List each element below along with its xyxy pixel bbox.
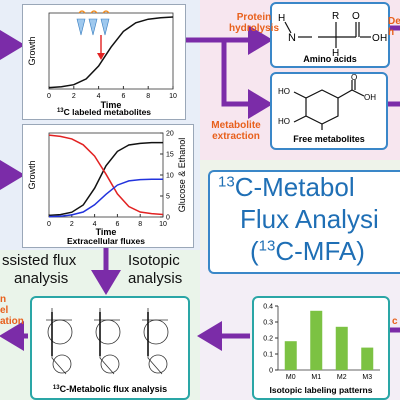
x-axis-label: Time — [96, 227, 117, 237]
labeled-growth-chart: 0 2 4 6 8 10 Time Growth 13C labeled metabolites — [27, 10, 177, 117]
glucose-series-line — [48, 134, 164, 216]
title-line-1: 13C-Metabol — [218, 172, 355, 202]
atom-h-top: H — [278, 13, 285, 24]
atom-o-top: O — [351, 74, 357, 82]
category-label: M3 — [362, 374, 372, 381]
protein-hydrolysis-label: Protein hydrolysis — [228, 12, 280, 34]
x-axis-label: Time — [101, 100, 122, 110]
y2-tick-label: 5 — [166, 194, 170, 201]
free-metabolites-box: HO OH HO O Free metabolites — [270, 72, 388, 150]
label-drop-icon — [102, 10, 110, 14]
labeling-box: 0 0.1 0.2 0.3 0.4 M0 M1 M2 M3 Isotopic labeling p… — [252, 296, 390, 400]
label-drop-icon — [90, 10, 98, 14]
y-tick-label: 0.2 — [263, 336, 273, 343]
x-tick-label: 10 — [159, 221, 167, 228]
y-tick-label: 0 — [269, 368, 273, 375]
title-line-3: (13C-MFA) — [250, 236, 365, 266]
right-edge-label-top: De h — [388, 16, 400, 38]
free-metabolites-title: Free metabolites — [293, 134, 365, 144]
x-tick-label: 2 — [70, 221, 74, 228]
metabolite-extraction-label: Metabolite extraction — [211, 120, 261, 142]
free-metabolite-structure: HO OH HO O Free metabolites — [278, 73, 376, 144]
x-tick-label: 10 — [169, 93, 177, 100]
y2-tick-label: 0 — [166, 215, 170, 222]
tube-icon — [76, 18, 86, 36]
y2-axis-label: Glucose & Ethanol — [177, 138, 187, 213]
atom-h-bottom: H — [332, 48, 339, 59]
title-line-2: Flux Analysi — [240, 204, 379, 234]
y2-tick-label: 10 — [166, 173, 174, 180]
x-tick-label: 8 — [146, 93, 150, 100]
extracellular-fluxes-panel: 0 2 4 6 8 10 0 5 10 15 20 Time Growth Glucose & Ethan… — [22, 124, 194, 248]
tube-icon — [100, 18, 110, 36]
atom-o-double: O — [352, 11, 360, 22]
amino-acid-structure: H R H O C C N O H H Amino acids — [278, 11, 387, 64]
amino-acids-box: H R H O C C N O H H Amino acids — [270, 2, 390, 68]
arrow-to-free-metabolites — [221, 40, 273, 119]
extracellular-caption: Extracellular fluxes — [67, 236, 145, 246]
y-tick-label: 0.1 — [263, 352, 273, 359]
labeling-bar-chart: 0 0.1 0.2 0.3 0.4 M0 M1 M2 M3 Isotopic labeling p… — [263, 304, 380, 395]
x-tick-label: 6 — [121, 93, 125, 100]
y-tick-label: 0.4 — [263, 304, 273, 311]
bar-m2 — [335, 326, 348, 370]
labeled-caption: 13C labeled metabolites — [57, 107, 151, 117]
growth-series-line — [48, 16, 174, 89]
bar-m1 — [310, 310, 323, 370]
atom-ho-bottom: HO — [278, 117, 290, 126]
y-axis-label: Growth — [27, 36, 37, 65]
bar-m0 — [284, 341, 297, 370]
isotopic-analysis-label: Isotopic analysis — [128, 252, 183, 287]
left-edge-label: n el ation — [0, 294, 24, 327]
y-axis-label: Growth — [27, 160, 37, 189]
atom-n: N — [288, 32, 296, 44]
category-label: M2 — [337, 374, 347, 381]
flux-map-box: 13C-Metabolic flux analysis — [30, 296, 190, 400]
ethanol-series-line — [48, 178, 163, 218]
atom-o-single: O — [372, 33, 380, 44]
x-tick-label: 2 — [72, 93, 76, 100]
x-tick-label: 6 — [115, 221, 119, 228]
x-tick-label: 4 — [93, 221, 97, 228]
label-drop-icon — [78, 10, 86, 14]
flux-map-caption: 13C-Metabolic flux analysis — [53, 384, 167, 394]
x-tick-label: 8 — [138, 221, 142, 228]
labeled-metabolites-panel: 0 2 4 6 8 10 Time Growth 13C labeled metabolites — [22, 4, 186, 120]
title-box — [208, 170, 400, 274]
x-tick-label: 0 — [47, 93, 51, 100]
atom-ho-top: HO — [278, 87, 290, 96]
growth-series-line — [48, 141, 163, 217]
atom-oh-right: OH — [364, 93, 376, 102]
category-label: M1 — [311, 374, 321, 381]
category-label: M0 — [286, 374, 296, 381]
amino-acids-title: Amino acids — [303, 54, 357, 64]
right-edge-label-bottom: c — [392, 316, 398, 327]
y2-tick-label: 15 — [166, 152, 174, 159]
plot-frame — [48, 12, 174, 90]
atom-r: R — [332, 11, 339, 22]
y-tick-label: 0.3 — [263, 320, 273, 327]
flux-map-sketches: 13C-Metabolic flux analysis — [46, 308, 169, 394]
x-tick-label: 4 — [97, 93, 101, 100]
sampling-arrow-head — [97, 53, 105, 60]
atom-h-oh: H — [380, 33, 387, 44]
x-tick-label: 0 — [47, 221, 51, 228]
labeling-caption: Isotopic labeling patterns — [270, 385, 373, 395]
y2-tick-label: 20 — [166, 131, 174, 138]
bar-m3 — [361, 347, 374, 370]
assisted-flux-label: ssisted flux analysis — [2, 252, 77, 287]
tube-icon — [88, 18, 98, 36]
